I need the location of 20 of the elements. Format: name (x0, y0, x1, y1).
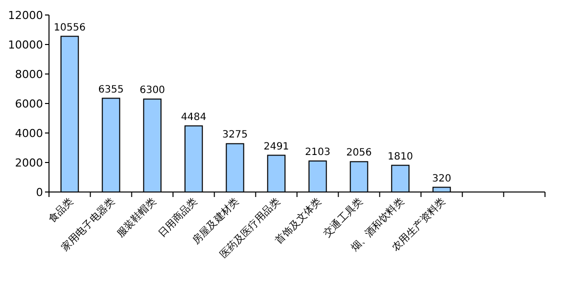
y-tick-label: 8000 (15, 68, 43, 81)
data-label: 4484 (180, 112, 206, 123)
x-tick-label: 交通工具类 (321, 196, 366, 240)
data-label: 1810 (388, 151, 414, 162)
y-tick-label: 4000 (15, 127, 43, 140)
y-tick-label: 6000 (15, 98, 43, 110)
y-tick-label: 0 (36, 186, 43, 199)
data-label: 6355 (98, 84, 124, 96)
data-label: 3275 (222, 130, 248, 141)
data-label: 6300 (140, 85, 166, 96)
data-label: 2103 (304, 146, 330, 158)
y-tick-label: 12000 (8, 9, 43, 22)
y-tick-label: 2000 (15, 156, 43, 170)
data-label: 10556 (54, 22, 86, 34)
data-label: 2491 (264, 141, 290, 152)
data-label: 2056 (346, 148, 372, 159)
y-tick-label: 10000 (8, 38, 43, 52)
x-tick-label: 食品类 (46, 196, 76, 226)
x-tick-label: 服装鞋帽类 (114, 196, 158, 240)
data-label: 320 (432, 173, 452, 184)
